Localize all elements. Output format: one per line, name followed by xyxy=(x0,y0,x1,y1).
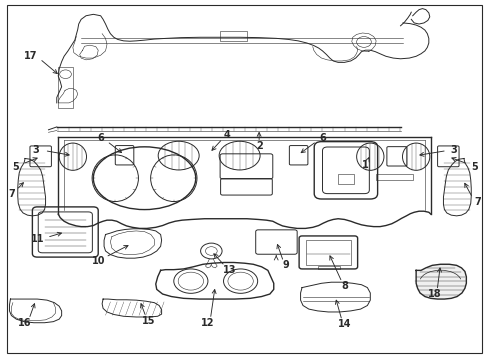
Text: 17: 17 xyxy=(24,51,38,61)
Text: 7: 7 xyxy=(8,189,15,199)
Polygon shape xyxy=(415,264,466,299)
Text: 3: 3 xyxy=(32,144,39,154)
Text: 18: 18 xyxy=(427,289,441,299)
Text: 14: 14 xyxy=(337,319,350,329)
Bar xyxy=(220,31,246,41)
Text: 4: 4 xyxy=(224,130,230,140)
Bar xyxy=(305,240,350,265)
Text: 16: 16 xyxy=(18,318,32,328)
Text: 5: 5 xyxy=(470,162,477,172)
Bar xyxy=(375,174,412,180)
Bar xyxy=(317,266,339,269)
Text: 12: 12 xyxy=(201,319,214,328)
Text: 2: 2 xyxy=(255,141,262,151)
Text: 10: 10 xyxy=(91,256,105,266)
Text: 11: 11 xyxy=(31,234,44,244)
Bar xyxy=(337,174,353,184)
Text: 9: 9 xyxy=(282,260,289,270)
Text: 5: 5 xyxy=(12,162,19,172)
Text: 1: 1 xyxy=(361,160,368,170)
Text: 13: 13 xyxy=(223,265,236,275)
Text: 7: 7 xyxy=(473,197,480,207)
Bar xyxy=(58,67,73,108)
Text: 3: 3 xyxy=(450,144,457,154)
Text: 6: 6 xyxy=(319,133,325,143)
Text: 8: 8 xyxy=(340,281,347,291)
Text: 15: 15 xyxy=(142,316,155,325)
Text: 6: 6 xyxy=(97,133,104,143)
